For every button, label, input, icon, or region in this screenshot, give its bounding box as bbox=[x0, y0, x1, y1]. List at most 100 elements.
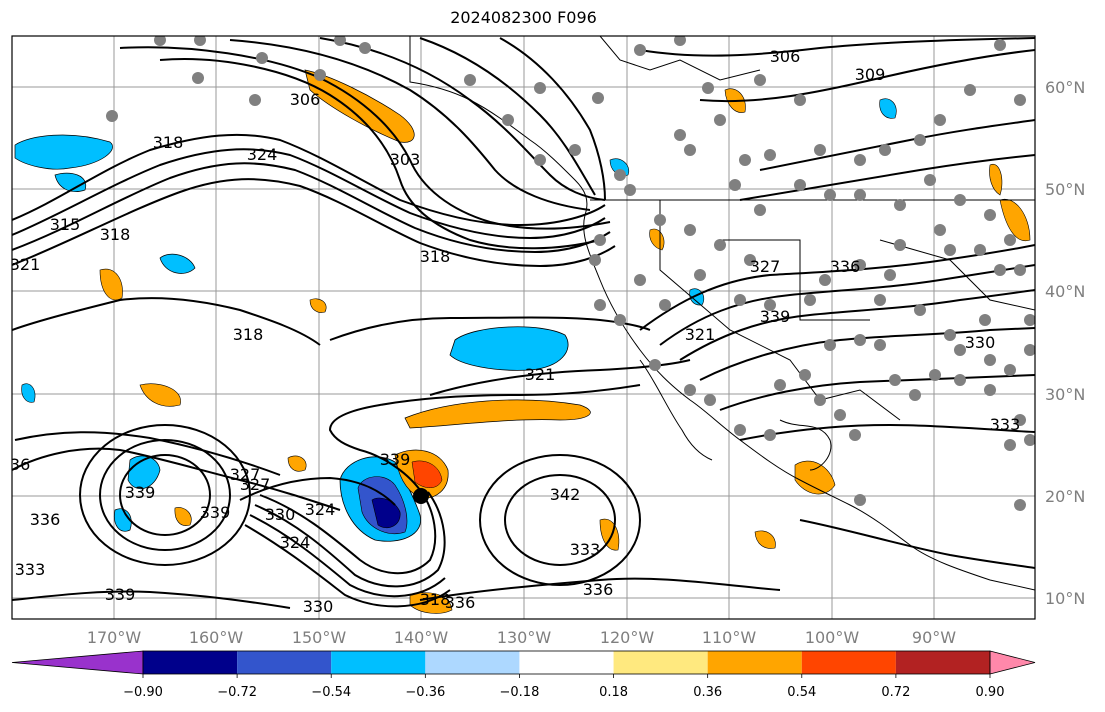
station-marker bbox=[502, 114, 514, 126]
station-marker bbox=[1014, 414, 1026, 426]
contour-value-label: 339 bbox=[200, 503, 231, 522]
longitude-label: 100°W bbox=[805, 628, 860, 647]
station-marker bbox=[764, 299, 776, 311]
contour-value-label: 333 bbox=[990, 415, 1021, 434]
contour-value-label: 318 bbox=[233, 325, 264, 344]
station-marker bbox=[739, 154, 751, 166]
station-marker bbox=[694, 269, 706, 281]
longitude-label: 110°W bbox=[702, 628, 757, 647]
station-marker bbox=[944, 329, 956, 341]
station-marker bbox=[744, 254, 756, 266]
station-marker bbox=[894, 239, 906, 251]
station-marker bbox=[684, 384, 696, 396]
station-marker bbox=[594, 299, 606, 311]
station-marker bbox=[714, 114, 726, 126]
station-marker bbox=[249, 94, 261, 106]
contour-value-label: 342 bbox=[550, 485, 581, 504]
station-marker bbox=[1004, 439, 1016, 451]
contour-lines bbox=[12, 37, 1035, 609]
station-marker bbox=[1024, 314, 1035, 326]
station-marker bbox=[944, 244, 956, 256]
colorbar-tick-label: 0.72 bbox=[881, 685, 910, 700]
station-marker bbox=[614, 169, 626, 181]
station-marker bbox=[534, 154, 546, 166]
station-marker bbox=[909, 389, 921, 401]
station-marker bbox=[534, 82, 546, 94]
station-marker bbox=[654, 214, 666, 226]
station-marker bbox=[994, 264, 1006, 276]
station-marker bbox=[914, 304, 926, 316]
station-marker bbox=[754, 204, 766, 216]
station-marker bbox=[924, 174, 936, 186]
station-marker bbox=[954, 194, 966, 206]
contour-value-label: 339 bbox=[760, 307, 791, 326]
station-marker bbox=[794, 94, 806, 106]
contour-value-label: 327 bbox=[230, 465, 261, 484]
station-marker bbox=[934, 114, 946, 126]
station-marker bbox=[754, 74, 766, 86]
station-marker bbox=[854, 334, 866, 346]
station-marker bbox=[764, 149, 776, 161]
colorbar-tick-label: −0.18 bbox=[500, 685, 540, 700]
station-marker bbox=[1014, 94, 1026, 106]
latitude-label: 50°N bbox=[1045, 180, 1085, 199]
station-marker bbox=[569, 144, 581, 156]
station-markers bbox=[106, 36, 1035, 511]
station-marker bbox=[874, 294, 886, 306]
station-marker bbox=[884, 269, 896, 281]
station-marker bbox=[799, 369, 811, 381]
station-marker bbox=[814, 144, 826, 156]
colorbar-segment bbox=[801, 651, 896, 674]
station-marker bbox=[974, 244, 986, 256]
station-marker bbox=[684, 144, 696, 156]
colorbar-tick-label: −0.72 bbox=[217, 685, 257, 700]
station-marker bbox=[1004, 364, 1016, 376]
station-marker bbox=[659, 299, 671, 311]
longitude-labels: 170°W 160°W 150°W 140°W 130°W 120°W 110°W 100°W… bbox=[87, 628, 956, 647]
colorbar-tick-label: 0.18 bbox=[599, 685, 628, 700]
station-marker bbox=[1024, 344, 1035, 356]
contour-value-label: 318 bbox=[420, 590, 451, 609]
contour-value-label: 309 bbox=[855, 65, 886, 84]
station-marker bbox=[634, 274, 646, 286]
station-marker bbox=[634, 44, 646, 56]
station-marker bbox=[764, 429, 776, 441]
station-marker bbox=[192, 72, 204, 84]
contour-value-label: 333 bbox=[570, 540, 601, 559]
contour-value-label: 303 bbox=[390, 150, 421, 169]
station-marker bbox=[824, 339, 836, 351]
contour-value-label: 336 bbox=[583, 580, 614, 599]
latitude-label: 20°N bbox=[1045, 487, 1085, 506]
contour-value-label: 330 bbox=[965, 333, 996, 352]
station-marker bbox=[1024, 434, 1035, 446]
station-marker bbox=[824, 189, 836, 201]
colorbar-segment bbox=[237, 651, 332, 674]
station-marker bbox=[834, 409, 846, 421]
contour-value-label: 336 bbox=[830, 257, 861, 276]
station-marker bbox=[314, 69, 326, 81]
latitude-label: 60°N bbox=[1045, 78, 1085, 97]
station-marker bbox=[714, 239, 726, 251]
station-marker bbox=[674, 129, 686, 141]
station-marker bbox=[464, 74, 476, 86]
contour-value-label: 318 bbox=[153, 133, 184, 152]
station-marker bbox=[934, 224, 946, 236]
station-marker bbox=[734, 424, 746, 436]
station-marker bbox=[106, 110, 118, 122]
station-marker bbox=[849, 429, 861, 441]
station-marker bbox=[194, 36, 206, 46]
contour-value-label: 339 bbox=[105, 585, 136, 604]
colorbar-tick-label: −0.54 bbox=[311, 685, 351, 700]
colorbar-segment bbox=[425, 651, 520, 674]
station-marker bbox=[594, 234, 606, 246]
colorbar-tick-label: 0.54 bbox=[787, 685, 816, 700]
longitude-label: 150°W bbox=[292, 628, 347, 647]
station-marker bbox=[624, 184, 636, 196]
latitude-label: 40°N bbox=[1045, 282, 1085, 301]
longitude-label: 140°W bbox=[394, 628, 449, 647]
station-marker bbox=[984, 384, 996, 396]
station-marker bbox=[929, 369, 941, 381]
station-marker bbox=[256, 52, 268, 64]
contour-value-label: 336 bbox=[0, 455, 30, 474]
colorbar-tick-label: −0.90 bbox=[123, 685, 163, 700]
